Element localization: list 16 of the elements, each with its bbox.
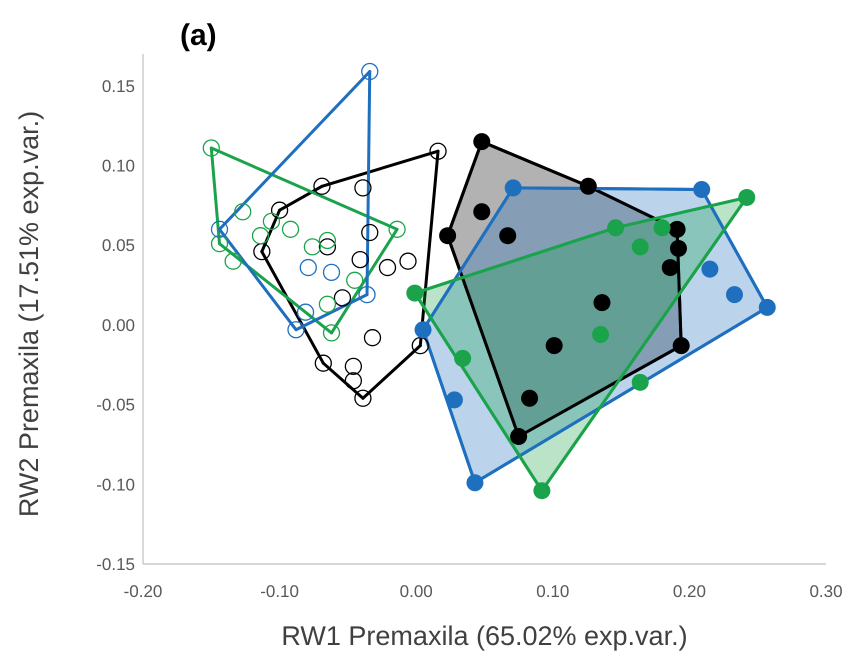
x-axis-title: RW1 Premaxila (65.02% exp.var.) xyxy=(281,621,688,651)
x-tick-label: -0.10 xyxy=(260,582,299,601)
chart-title: (a) xyxy=(180,19,217,52)
x-tick-label: 0.30 xyxy=(809,582,843,601)
x-tick-label: -0.20 xyxy=(124,582,162,601)
y-tick-label: -0.10 xyxy=(96,475,135,494)
y-tick-label: 0.00 xyxy=(102,316,135,335)
y-tick-label: -0.15 xyxy=(96,554,135,574)
y-tick-label: 0.05 xyxy=(102,236,135,256)
x-tick-label: 0.00 xyxy=(400,582,433,601)
y-axis-title: RW2 Premaxila (17.51% exp.var.) xyxy=(14,110,44,518)
x-tick-label: 0.20 xyxy=(672,582,706,601)
y-tick-label: 0.15 xyxy=(102,76,135,96)
x-tick-label: 0.10 xyxy=(536,582,570,601)
y-tick-label: 0.10 xyxy=(102,156,135,176)
y-tick-label: -0.05 xyxy=(96,396,135,415)
